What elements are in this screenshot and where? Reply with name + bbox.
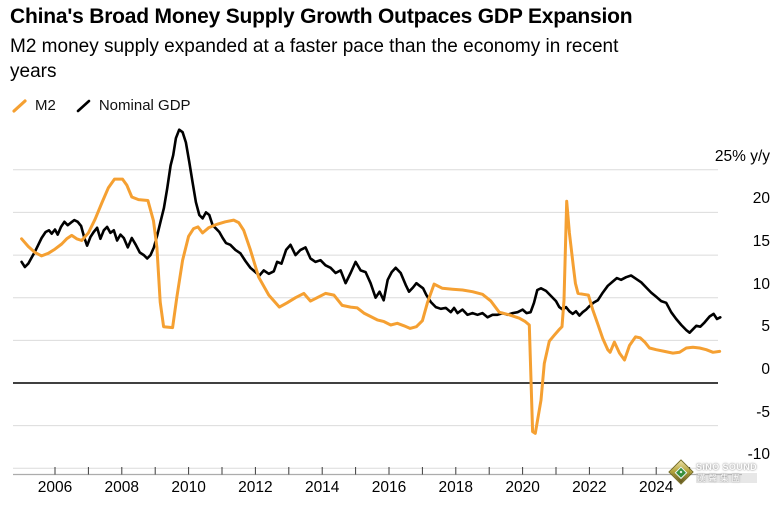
m2-line — [20, 177, 722, 435]
x-axis-tick-label: 2006 — [37, 479, 73, 496]
m2-line-slash-icon — [12, 98, 27, 113]
y-axis-tick-label: 5 — [761, 318, 770, 336]
x-axis-tick-label: 2020 — [505, 479, 540, 496]
y-axis-tick-label: 15 — [752, 233, 770, 251]
y-axis-tick-label: 20 — [752, 190, 770, 208]
y-axis-tick-label: -5 — [756, 403, 770, 421]
legend-label-nominal-gdp: Nominal GDP — [98, 97, 191, 114]
nominal-gdp-line — [20, 128, 722, 335]
x-axis-tick-label: 2018 — [438, 479, 474, 496]
x-axis-tick-label: 2016 — [371, 479, 407, 496]
x-axis-tick-label: 2008 — [104, 479, 140, 496]
chart-subtitle: M2 money supply expanded at a faster pac… — [10, 36, 619, 82]
watermark: SiNO SOUND 漢聲集團 — [668, 459, 758, 485]
page-title: China's Broad Money Supply Growth Outpac… — [10, 5, 633, 28]
x-axis-tick-label: 2024 — [638, 479, 674, 496]
x-axis-tick-label: 2012 — [238, 479, 273, 496]
x-axis-tick-label: 2014 — [304, 479, 340, 496]
legend-label-m2: M2 — [35, 97, 56, 114]
x-axis-tick-label: 2022 — [572, 479, 607, 496]
watermark-name: SiNO SOUND — [696, 461, 758, 472]
watermark-chinese-name: 漢聲集團 — [696, 472, 758, 483]
y-axis-tick-label: 0 — [761, 361, 770, 378]
legend: M2 Nominal GDP — [12, 97, 191, 114]
legend-item-nominal-gdp: Nominal GDP — [76, 97, 191, 114]
x-axis-tick-label: 2010 — [171, 479, 206, 496]
y-axis-tick-label: 25% y/y — [714, 147, 770, 165]
nominal-gdp-line-slash-icon — [76, 99, 91, 112]
y-axis-tick-label: 10 — [752, 275, 770, 293]
y-axis-tick-label: -10 — [747, 446, 770, 464]
legend-item-m2: M2 — [12, 97, 56, 114]
